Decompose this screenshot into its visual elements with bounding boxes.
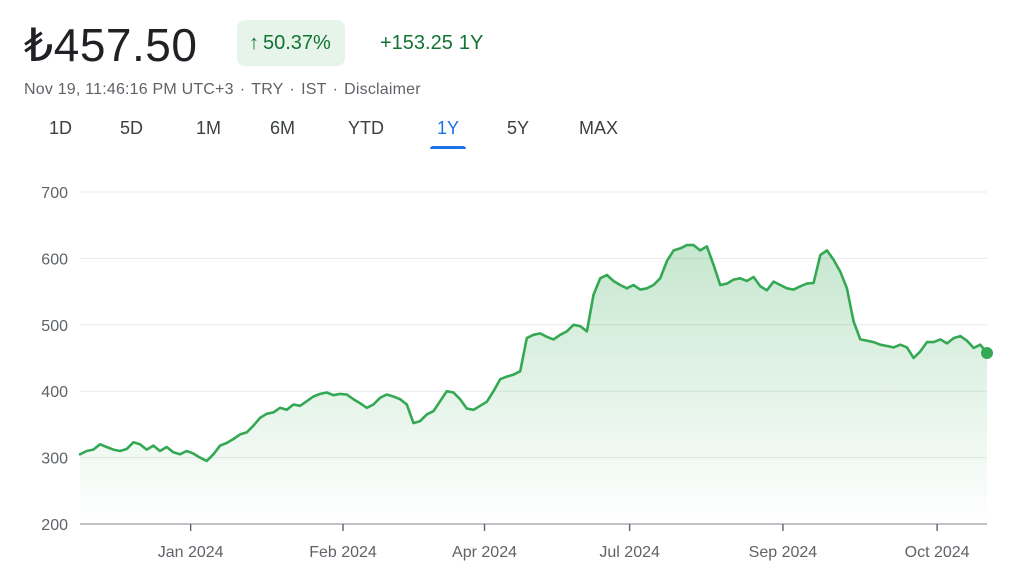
x-tick-label: Jan 2024 xyxy=(158,544,224,561)
tab-max[interactable]: MAX xyxy=(579,118,619,138)
price-line xyxy=(78,243,989,463)
price: ₺457.50 xyxy=(24,19,198,71)
change-period: 1Y xyxy=(458,32,484,54)
y-tick-label: 600 xyxy=(41,251,68,268)
arrow-up-icon: ↑ xyxy=(249,31,259,54)
percent-change-badge: ↑ 50.37% xyxy=(237,20,345,66)
tab-1m[interactable]: 1M xyxy=(196,118,222,138)
x-tick-label: Oct 2024 xyxy=(905,544,970,561)
x-axis: Jan 2024 Feb 2024 Apr 2024 Jul 2024 Sep 2024… xyxy=(158,524,970,561)
last-price-marker xyxy=(981,347,993,360)
price-area-fill xyxy=(80,245,987,524)
absolute-change: +153.25 1Y xyxy=(380,32,483,55)
x-tick-label: Feb 2024 xyxy=(309,544,377,561)
y-tick-label: 500 xyxy=(41,318,68,335)
quote-meta: Nov 19, 11:46:16 PM UTC+3 · TRY · IST · Discla… xyxy=(24,81,421,98)
x-tick-label: Jul 2024 xyxy=(599,544,660,561)
x-tick-label: Sep 2024 xyxy=(749,544,818,561)
tab-6m[interactable]: 6M xyxy=(270,118,296,138)
absolute-change-value: +153.25 xyxy=(380,32,453,54)
disclaimer-link[interactable]: Disclaimer xyxy=(344,81,421,98)
tab-5d[interactable]: 5D xyxy=(120,118,144,138)
y-tick-label: 700 xyxy=(41,185,68,202)
percent-change: 50.37% xyxy=(263,31,331,54)
y-axis-labels: 200 300 400 500 600 700 xyxy=(41,185,68,534)
tab-5y[interactable]: 5Y xyxy=(507,118,530,138)
y-tick-label: 200 xyxy=(41,517,68,534)
currency: TRY xyxy=(251,81,284,98)
active-tab-indicator xyxy=(430,146,466,149)
timestamp: Nov 19, 11:46:16 PM UTC+3 xyxy=(24,81,234,98)
x-tick-label: Apr 2024 xyxy=(452,544,517,561)
exchange: IST xyxy=(301,81,327,98)
y-tick-label: 400 xyxy=(41,384,68,401)
tab-1d[interactable]: 1D xyxy=(49,118,73,138)
tab-ytd[interactable]: YTD xyxy=(348,118,384,138)
tab-1y[interactable]: 1Y xyxy=(437,118,460,138)
y-tick-label: 300 xyxy=(41,451,68,468)
